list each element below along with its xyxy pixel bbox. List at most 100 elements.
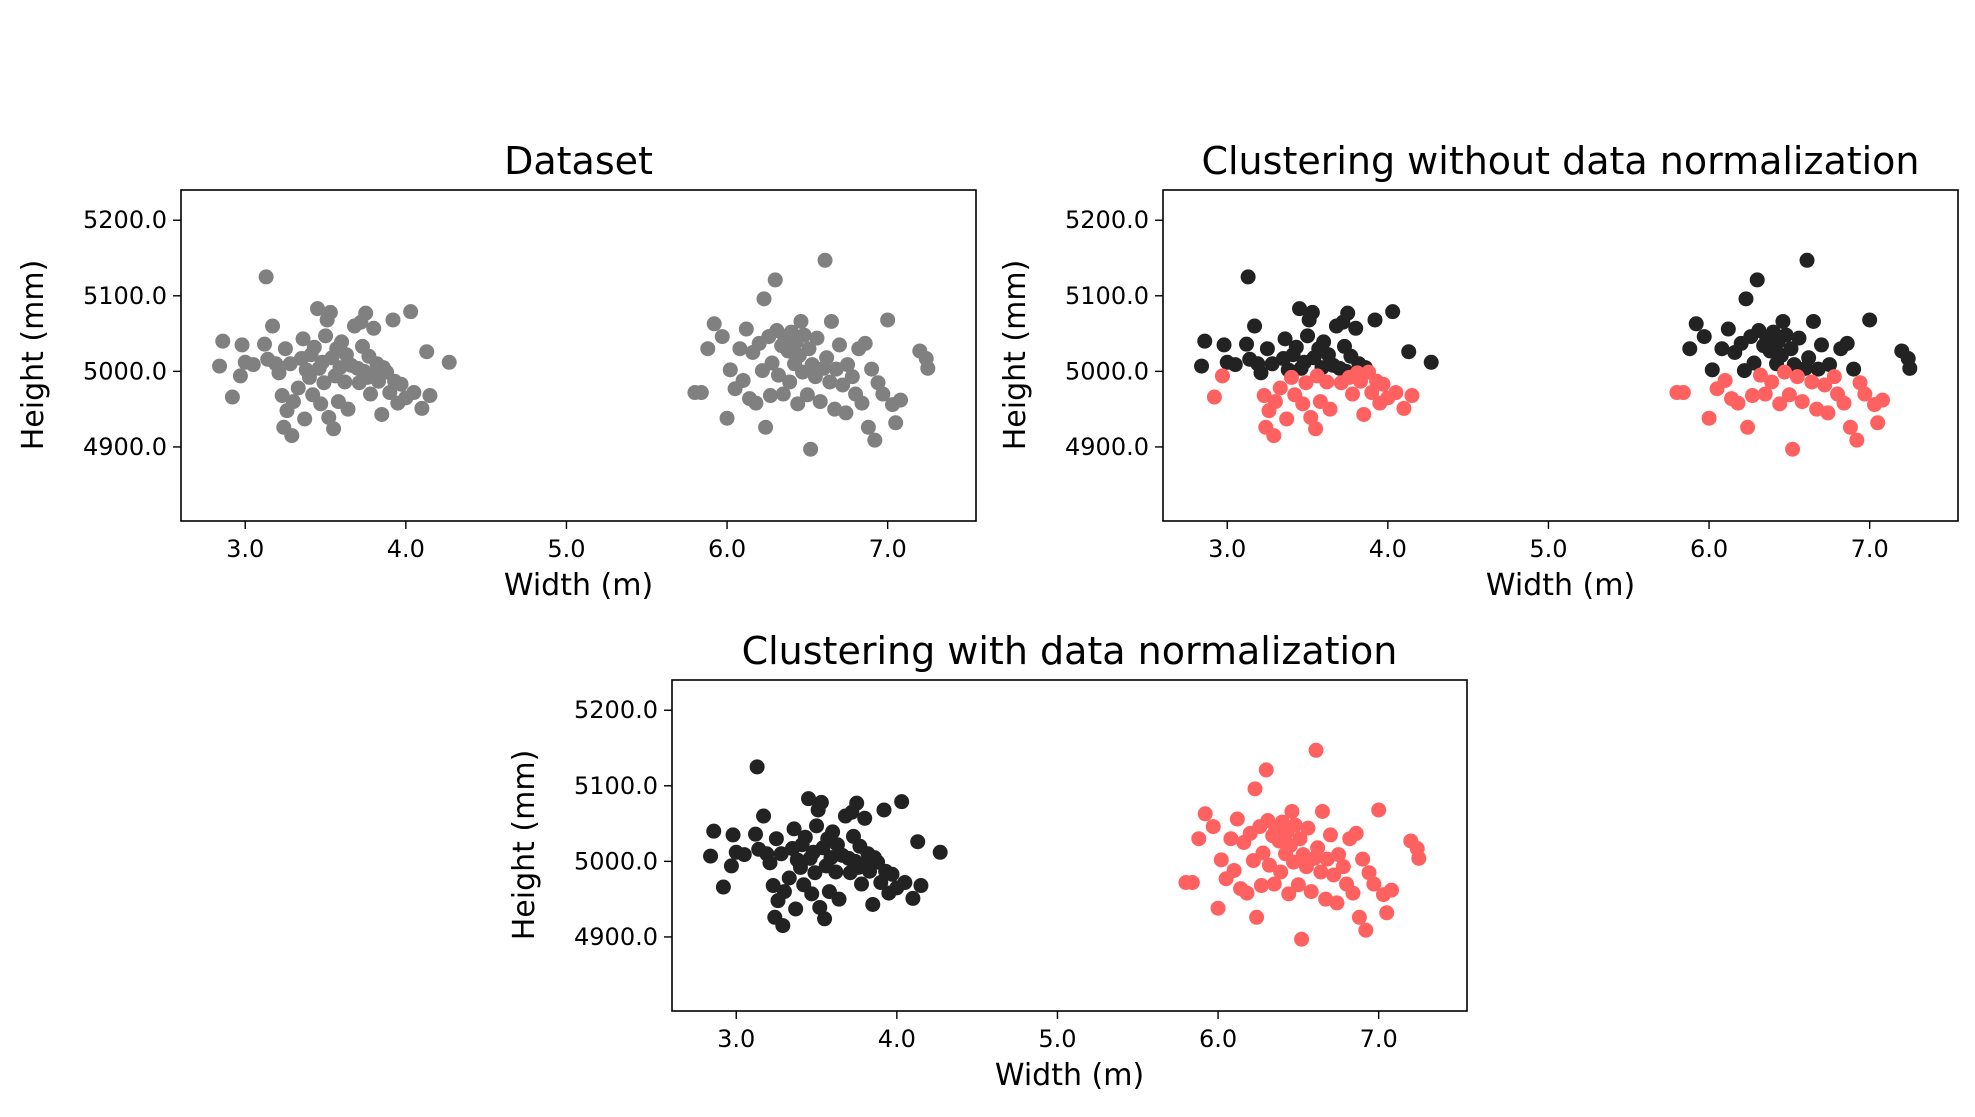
data-point (1319, 851, 1335, 867)
data-point (1266, 428, 1282, 444)
data-point (422, 388, 438, 404)
y-axis-label: Height (mm) (998, 260, 1033, 451)
data-point (1875, 392, 1891, 408)
data-point (714, 329, 730, 345)
data-point (831, 337, 847, 353)
data-point (215, 333, 231, 349)
y-tick-label: 4900.0 (83, 433, 167, 461)
plot-frame (1162, 189, 1959, 522)
data-point (1259, 341, 1275, 357)
data-point (258, 269, 274, 285)
data-point (723, 858, 739, 874)
data-point (812, 394, 828, 410)
data-point (1303, 409, 1319, 425)
data-point (1857, 386, 1873, 402)
data-point (1366, 876, 1382, 892)
y-axis-label: Height (mm) (16, 260, 51, 451)
y-tick-label: 5200.0 (574, 696, 658, 724)
data-point (756, 808, 772, 824)
data-point (1749, 272, 1765, 288)
series-1 (1194, 252, 1918, 381)
data-point (316, 375, 332, 391)
data-point (893, 392, 909, 408)
x-axis-label: Width (m) (995, 1058, 1144, 1093)
data-point (406, 385, 422, 401)
data-point (735, 372, 751, 388)
data-point (1836, 395, 1852, 411)
data-point (301, 369, 317, 385)
data-point (1852, 375, 1868, 391)
data-point (1388, 385, 1404, 401)
data-point (284, 428, 300, 444)
plot-frame (180, 189, 977, 522)
data-point (796, 327, 812, 343)
data-point (864, 361, 880, 377)
data-point (385, 312, 401, 328)
x-axis-label: Width (m) (504, 568, 653, 603)
data-point (1826, 369, 1842, 385)
data-point (271, 365, 287, 381)
data-point (1288, 339, 1304, 355)
data-point (1839, 335, 1855, 351)
data-point (894, 794, 910, 810)
data-point (1688, 316, 1704, 332)
x-tick-label: 6.0 (708, 535, 746, 563)
data-point (722, 362, 738, 378)
data-point (732, 341, 748, 357)
data-point (1329, 895, 1345, 911)
data-point (1356, 406, 1372, 422)
data-point (1279, 411, 1295, 427)
data-point (736, 847, 752, 863)
series-2 (1206, 364, 1891, 457)
data-point (414, 400, 430, 416)
y-tick-label: 5100.0 (574, 772, 658, 800)
data-point (884, 866, 900, 882)
data-point (1720, 321, 1736, 337)
series-1 (212, 252, 936, 457)
data-point (809, 818, 825, 834)
data-point (700, 341, 716, 357)
data-point (1752, 367, 1768, 383)
data-point (310, 301, 326, 317)
data-point (1247, 781, 1263, 797)
data-point (1367, 312, 1383, 328)
data-point (1335, 859, 1351, 875)
x-tick-label: 6.0 (1690, 535, 1728, 563)
data-point (1287, 817, 1303, 833)
data-point (334, 334, 350, 350)
data-point (765, 878, 781, 894)
data-point (1704, 362, 1720, 378)
data-point (1253, 878, 1269, 894)
data-point (767, 272, 783, 288)
data-point (1303, 884, 1319, 900)
data-point (1772, 396, 1788, 412)
data-point (840, 357, 856, 373)
data-point (1314, 803, 1330, 819)
data-point (419, 344, 435, 360)
data-point (910, 834, 926, 850)
data-point (854, 395, 870, 411)
data-point (1757, 386, 1773, 402)
data-point (1194, 358, 1210, 374)
data-point (1794, 394, 1810, 410)
data-point (817, 252, 833, 268)
data-point (867, 432, 883, 448)
data-point (1184, 875, 1200, 891)
data-point (1247, 318, 1263, 334)
data-point (1384, 882, 1400, 898)
data-point (1371, 802, 1387, 818)
data-point (1740, 419, 1756, 435)
chart-title: Clustering with data normalization (742, 629, 1398, 673)
data-point (290, 380, 306, 396)
data-point (1239, 336, 1255, 352)
data-point (825, 824, 841, 840)
data-point (775, 918, 791, 934)
data-point (875, 386, 891, 402)
data-point (809, 330, 825, 346)
data-point (812, 899, 828, 915)
data-point (1258, 762, 1274, 778)
data-point (749, 759, 765, 775)
data-point (870, 375, 886, 391)
x-tick-label: 7.0 (1360, 1025, 1398, 1053)
data-point (1331, 847, 1347, 863)
